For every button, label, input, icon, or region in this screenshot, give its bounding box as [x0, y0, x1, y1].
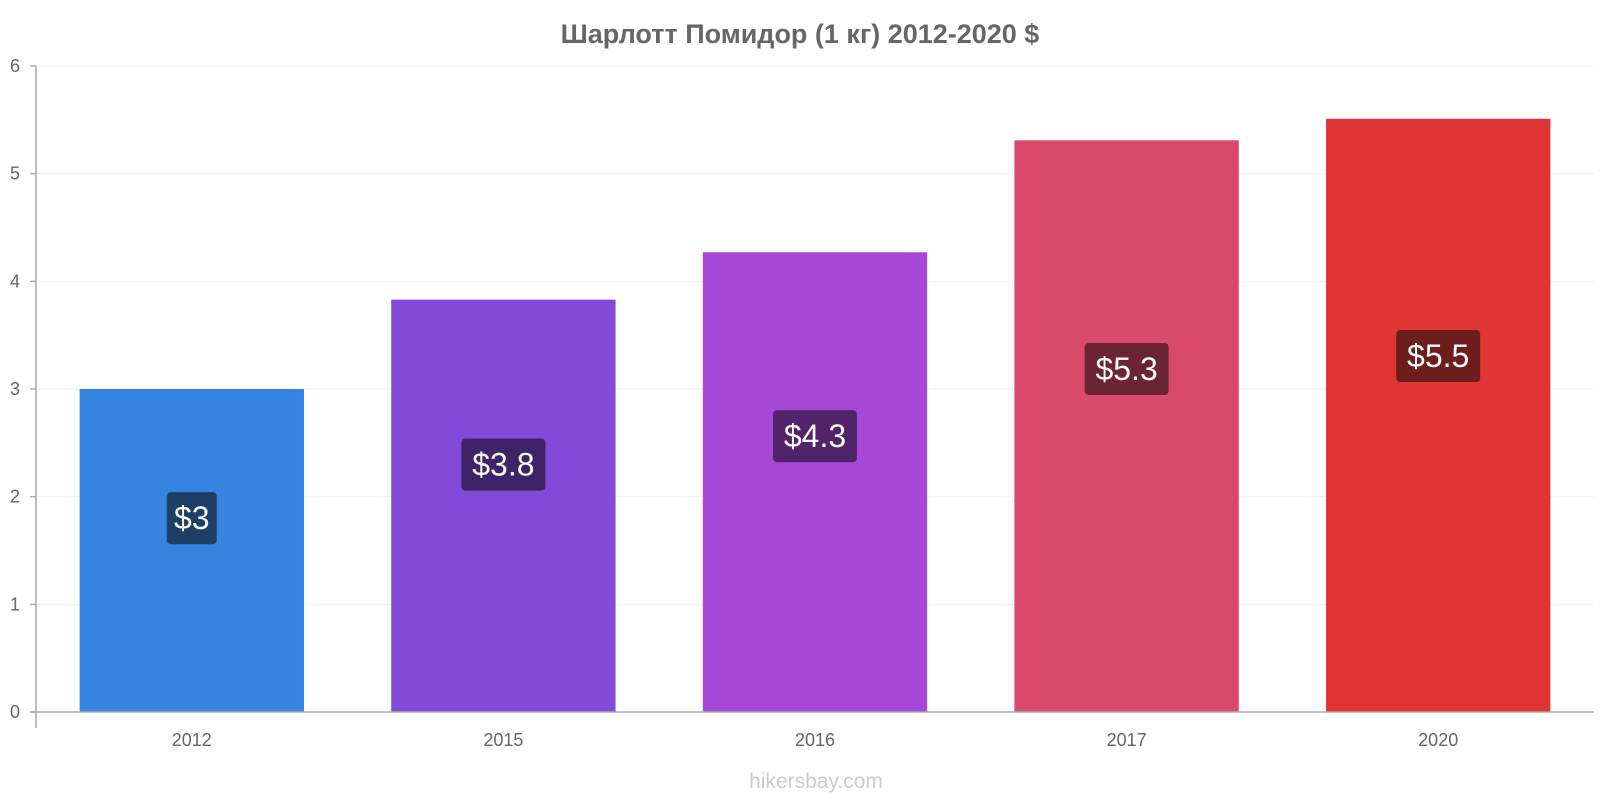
bar-2017 — [1014, 140, 1239, 713]
x-tick-label: 2017 — [1107, 730, 1147, 750]
data-label-bg — [1084, 342, 1169, 395]
bar-2012 — [79, 389, 304, 712]
bars — [79, 118, 1551, 713]
y-tick-label: 1 — [10, 594, 20, 614]
data-label-bg — [773, 410, 857, 463]
y-tick-label: 2 — [10, 487, 20, 507]
chart-title: Шарлотт Помидор (1 кг) 2012-2020 $ — [561, 19, 1040, 49]
bar-2016 — [702, 252, 928, 712]
data-label: $5.3 — [1095, 351, 1157, 387]
x-tick-label: 2020 — [1418, 730, 1458, 750]
x-tick-label: 2012 — [172, 730, 212, 750]
data-label: $4.3 — [784, 418, 846, 454]
bar-2015 — [391, 299, 616, 712]
data-labels: $3 $3.8 $4.3 $5.3 $5.5 — [166, 330, 1481, 545]
x-tick-label: 2015 — [483, 730, 523, 750]
data-label-bg — [461, 438, 546, 491]
y-tick-label: 5 — [10, 164, 20, 184]
y-tick-label: 3 — [10, 379, 20, 399]
data-label: $3.8 — [472, 447, 534, 483]
data-label-bg — [166, 492, 217, 545]
data-label: $5.5 — [1407, 338, 1469, 374]
data-label-bg — [1396, 330, 1481, 383]
y-axis-ticks: 0 1 2 3 4 5 6 — [10, 56, 36, 722]
y-tick-label: 4 — [10, 271, 20, 291]
y-tick-label: 6 — [10, 56, 20, 76]
data-label: $3 — [174, 500, 210, 536]
bar-2020 — [1326, 118, 1551, 713]
y-tick-label: 0 — [10, 702, 20, 722]
x-tick-label: 2016 — [795, 730, 835, 750]
footer-source: hikersbay.com — [749, 770, 883, 793]
axes — [30, 66, 1594, 728]
x-axis-ticks: 2012 2015 2016 2017 2020 — [172, 730, 1458, 750]
